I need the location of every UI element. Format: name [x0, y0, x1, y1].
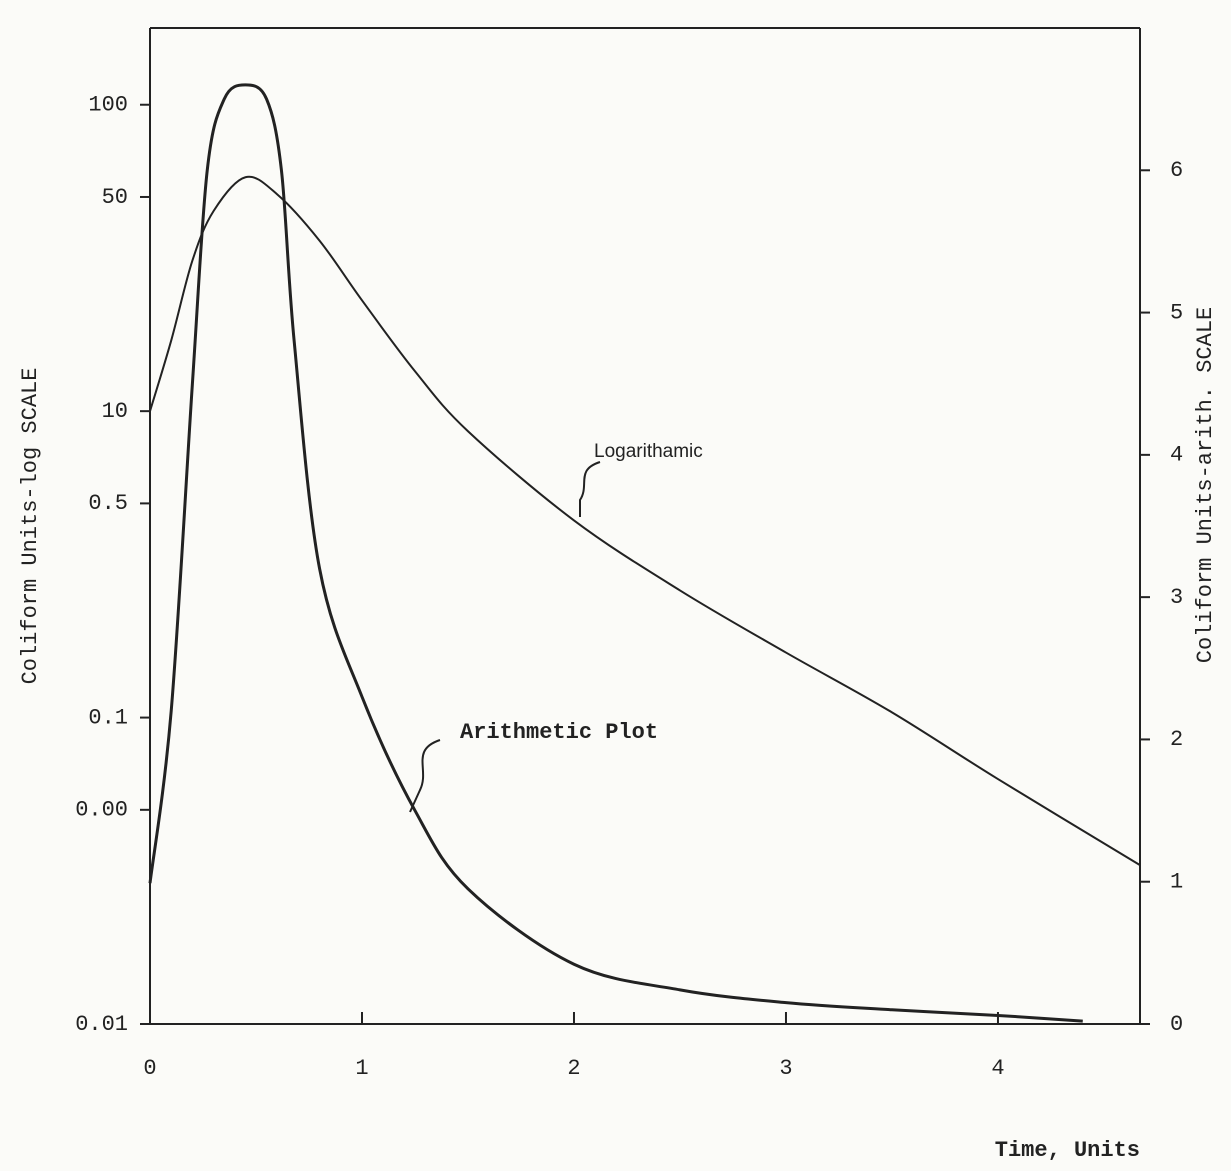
y-axis-label: Coliform Units-log SCALE — [18, 368, 43, 685]
y2-tick-label: 5 — [1170, 300, 1183, 325]
x-tick-label: 0 — [143, 1056, 156, 1081]
y-tick-label: 50 — [102, 185, 128, 210]
annotation-arrow — [409, 739, 441, 813]
y-tick-label: 0.01 — [75, 1012, 128, 1037]
x-tick-label: 1 — [355, 1056, 368, 1081]
annotation: Logarithamic — [594, 441, 703, 462]
y-tick-label: 10 — [102, 399, 128, 424]
y-tick-label: 0.00 — [75, 798, 128, 823]
y2-tick-label: 6 — [1170, 158, 1183, 183]
series-line — [148, 83, 1083, 1023]
y2-tick-label: 3 — [1170, 585, 1183, 610]
y2-tick-label: 0 — [1170, 1012, 1183, 1037]
series-line — [149, 175, 1141, 866]
x-tick-label: 4 — [991, 1056, 1004, 1081]
annotation-arrow — [579, 461, 601, 517]
y-tick-label: 100 — [88, 93, 128, 118]
y2-tick-label: 4 — [1170, 443, 1183, 468]
y2-tick-label: 2 — [1170, 727, 1183, 752]
x-axis-label: Time, Units — [995, 1138, 1140, 1163]
x-tick-label: 2 — [567, 1056, 580, 1081]
annotation: Arithmetic Plot — [460, 720, 658, 745]
y-tick-label: 0.1 — [88, 705, 128, 730]
y-tick-label: 0.5 — [88, 491, 128, 516]
y2-tick-label: 1 — [1170, 870, 1183, 895]
x-tick-label: 3 — [779, 1056, 792, 1081]
y2-axis-label: Coliform Units-arith. SCALE — [1193, 307, 1218, 663]
